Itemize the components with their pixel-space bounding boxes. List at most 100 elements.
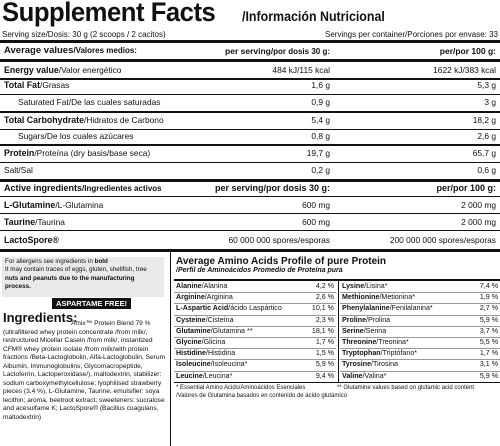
- active-ingredient-label: LactoSpore®: [4, 233, 59, 247]
- nutrient-per-serving: 0,8 g: [311, 131, 330, 141]
- active-ingredients-label-es: /Ingredientes activos: [82, 184, 162, 193]
- divider: [340, 348, 500, 350]
- divider: [0, 129, 500, 130]
- amino-acid-name: Phenylalanine: [342, 304, 390, 313]
- amino-acid-name: Tyrosine: [342, 360, 372, 369]
- nutrient-row: Salt/Sal 0,2 g 0,6 g: [0, 163, 500, 177]
- nutrient-label: Energy value/Valor energético: [4, 63, 121, 77]
- amino-acid-label: Tryptophan/Triptófano*: [342, 348, 417, 359]
- amino-acid-name-es: /Glutamina **: [210, 326, 253, 335]
- amino-acid-name: L-Aspartic Acid: [176, 304, 229, 313]
- amino-acid-name-es: /Fenilalanina*: [389, 304, 433, 313]
- nutrient-per-100g: 18,2 g: [472, 115, 496, 125]
- divider: [0, 40, 500, 43]
- active-ingredient-name: LactoSpore®: [4, 235, 59, 245]
- amino-acid-name-es: /Metionina*: [379, 293, 415, 302]
- nutrient-per-serving: 0,2 g: [311, 165, 330, 175]
- active-ingredient-name-es: /Taurina: [35, 217, 65, 227]
- amino-acid-label: Isoleucine/Isoleucina*: [176, 359, 247, 370]
- active-ingredients-label: Active ingredients: [4, 183, 83, 193]
- amino-acid-row: Methionine/Metionina* 1,9 %: [342, 292, 498, 303]
- amino-acid-value: 10,1 %: [311, 304, 334, 313]
- nutrient-row: Energy value/Valor energético 484 kJ/115 …: [0, 63, 500, 77]
- divider: [0, 196, 500, 197]
- amino-acid-name: Isoleucine: [176, 360, 211, 369]
- divider: [174, 279, 500, 281]
- divider: [174, 370, 336, 372]
- amino-acid-row: Proline/Prolina 5,9 %: [342, 315, 498, 326]
- amino-acid-name: Serine: [342, 326, 364, 335]
- divider: [174, 292, 336, 294]
- divider: [0, 78, 500, 80]
- amino-acid-row: Glutamine/Glutamina ** 18,1 %: [176, 326, 334, 337]
- nutrient-name: Protein: [4, 148, 35, 158]
- amino-acid-label: Alanine/Alanina: [176, 281, 227, 292]
- amino-acid-label: Methionine/Metionina*: [342, 292, 415, 303]
- amino-acid-name: Alanine: [176, 282, 202, 290]
- nutrient-name-es: /Hidratos de Carbono: [84, 115, 164, 125]
- divider: [0, 111, 500, 113]
- nutrient-name: Total Fat: [4, 80, 40, 90]
- active-per-serving: 600 mg: [302, 217, 330, 227]
- nutrient-name-es: /Proteína (dry basis/base seca): [34, 148, 151, 158]
- allergen-line3: nuts and peanuts due to the manufacturin…: [5, 274, 135, 290]
- column-divider: [170, 252, 171, 446]
- amino-acid-label: Cysteine/Cisteína: [176, 315, 234, 326]
- amino-acid-name-es: /Alanina: [201, 282, 228, 290]
- amino-acid-label: Arginine/Arginina: [176, 292, 233, 303]
- per-serving-label-es: /por dosis 30 g:: [270, 47, 330, 56]
- amino-acid-label: Serine/Serina: [342, 326, 386, 337]
- divider: [0, 94, 500, 95]
- amino-acid-label: L-Aspartic Acid/ácido Laspártico: [176, 303, 282, 314]
- amino-acids-subtitle: /Perfil de Aminoácidos Promedio de Prote…: [176, 267, 343, 274]
- divider: [174, 314, 336, 316]
- amino-acid-value: 2,7 %: [479, 304, 498, 313]
- average-values-header: Average values/Valores medios: per servi…: [0, 44, 500, 58]
- amino-acid-value: 2,3 %: [315, 315, 334, 324]
- nutrient-per-100g: 2,6 g: [477, 131, 496, 141]
- nutrient-per-serving: 484 kJ/115 kcal: [272, 65, 330, 75]
- divider: [0, 179, 500, 182]
- amino-acid-label: Phenylalanine/Fenilalanina*: [342, 303, 433, 314]
- amino-acid-name: Lysine: [342, 282, 365, 290]
- divider: [0, 144, 500, 146]
- ingredients-text: Amix™ Protein Blend 79 % (ultrafiltered …: [3, 320, 166, 422]
- active-per-serving: 600 mg: [302, 200, 330, 210]
- divider: [340, 303, 500, 305]
- amino-acid-value: 5,5 %: [479, 338, 498, 346]
- nutrient-label: Total Carbohydrate/Hidratos de Carbono: [4, 112, 164, 128]
- divider: [340, 359, 500, 361]
- nutrient-row: Saturated Fat/De las cuales saturadas 0,9…: [0, 95, 500, 110]
- active-ingredient-row: Taurine/Taurina 600 mg 2 000 mg: [0, 215, 500, 229]
- amino-acid-label: Valine/Valina*: [342, 371, 386, 382]
- amino-acid-name-es: /Treonina*: [376, 338, 409, 346]
- allergen-bold-word: bold: [94, 258, 108, 265]
- amino-acid-row: L-Aspartic Acid/ácido Laspártico 10,1 %: [176, 303, 334, 314]
- active-per-100g-label: per/por 100 g:: [436, 183, 496, 193]
- divider: [340, 292, 500, 294]
- amino-acid-row: Phenylalanine/Fenilalanina* 2,7 %: [342, 303, 498, 314]
- amino-acid-name: Valine: [342, 371, 363, 380]
- amino-acid-value: 1,9 %: [479, 293, 498, 302]
- amino-acid-name-es: /ácido Laspártico: [228, 304, 282, 313]
- amino-acid-value: 1,7 %: [315, 338, 334, 346]
- nutrient-label: Sugars/De los cuales azúcares: [18, 130, 133, 143]
- amino-acid-name-es: /Glicina: [201, 338, 226, 346]
- average-values-label-es: /Valores medios:: [73, 46, 137, 55]
- nutrient-name-es: /Grasas: [40, 80, 70, 90]
- amino-acid-value: 3,1 %: [479, 360, 498, 369]
- amino-acid-name: Methionine: [342, 293, 380, 302]
- active-per-100g: 2 000 mg: [461, 217, 496, 227]
- amino-acid-value: 9,4 %: [315, 371, 334, 380]
- divider: [340, 314, 500, 316]
- amino-acid-value: 1,5 %: [315, 349, 334, 358]
- active-ingredient-name: L-Glutamine: [4, 200, 56, 210]
- amino-acid-row: Tyrosine/Tirosina 3,1 %: [342, 359, 498, 370]
- active-ingredient-label: L-Glutamine/L-Glutamina: [4, 198, 103, 212]
- divider: [340, 337, 500, 338]
- amino-acid-name-es: /Triptófano*: [380, 349, 418, 358]
- nutrient-per-100g: 5,3 g: [477, 80, 496, 90]
- amino-footnote-glutamine: ** Glutamine values based on glutamic ac…: [337, 385, 475, 391]
- amino-acid-value: 2,6 %: [315, 293, 334, 302]
- nutrient-per-serving: 19,7 g: [306, 148, 330, 158]
